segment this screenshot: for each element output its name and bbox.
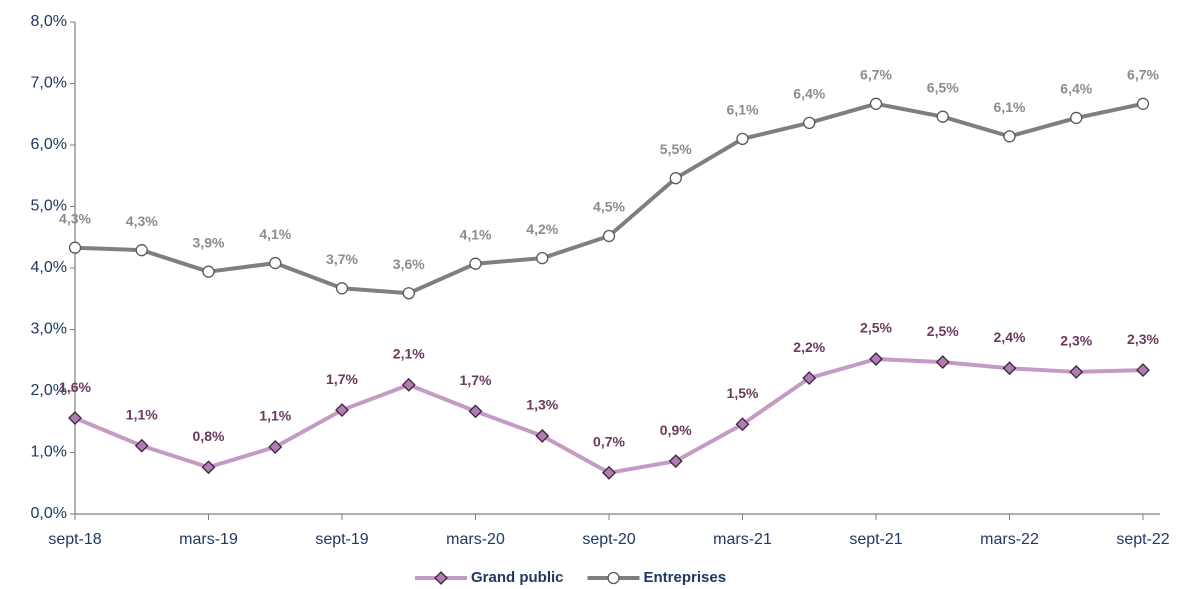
marker xyxy=(202,265,215,278)
marker xyxy=(1136,97,1150,110)
value-label: 1,7% xyxy=(326,371,358,387)
legend-item: Grand public xyxy=(415,569,564,586)
x-tick-label: sept-21 xyxy=(849,531,902,548)
marker xyxy=(468,404,483,419)
marker xyxy=(1003,130,1016,143)
y-tick-label: 1,0% xyxy=(31,444,67,461)
marker xyxy=(735,417,750,432)
marker xyxy=(869,97,883,110)
x-tick-label: sept-20 xyxy=(582,531,635,548)
marker xyxy=(936,110,949,123)
value-label: 1,6% xyxy=(59,379,91,395)
marker xyxy=(602,465,616,480)
value-label: 2,5% xyxy=(860,320,892,336)
value-label: 0,8% xyxy=(193,428,225,444)
marker xyxy=(935,355,950,370)
y-tick-label: 4,0% xyxy=(31,259,67,276)
marker xyxy=(268,440,283,454)
value-label: 6,5% xyxy=(927,79,959,95)
x-tick-label: mars-19 xyxy=(179,531,238,548)
marker xyxy=(869,352,883,366)
marker xyxy=(434,571,448,585)
marker xyxy=(469,257,482,270)
x-tick-label: sept-19 xyxy=(315,531,368,548)
x-tick-label: mars-20 xyxy=(446,531,505,548)
value-label: 1,1% xyxy=(126,406,158,422)
marker xyxy=(803,116,816,130)
marker xyxy=(135,244,148,257)
value-label: 6,7% xyxy=(1127,66,1159,82)
value-label: 3,6% xyxy=(393,256,425,272)
marker xyxy=(68,241,82,254)
value-label: 5,5% xyxy=(660,141,692,157)
marker xyxy=(1069,365,1084,379)
marker xyxy=(736,132,749,146)
value-label: 4,2% xyxy=(526,221,558,237)
value-label: 4,3% xyxy=(59,210,91,226)
value-label: 3,7% xyxy=(326,251,358,267)
value-label: 6,1% xyxy=(994,99,1026,115)
value-label: 6,4% xyxy=(1060,81,1092,97)
y-tick-label: 5,0% xyxy=(31,198,67,215)
marker xyxy=(669,172,682,185)
marker xyxy=(668,454,683,469)
legend-item: Entreprises xyxy=(587,569,727,586)
y-tick-label: 3,0% xyxy=(31,321,67,338)
marker xyxy=(607,571,620,585)
marker xyxy=(401,377,416,392)
marker xyxy=(335,403,349,417)
y-tick-label: 8,0% xyxy=(31,13,67,30)
marker xyxy=(1136,363,1150,378)
series-line xyxy=(74,357,1144,475)
value-label: 1,3% xyxy=(526,397,558,413)
marker xyxy=(402,287,415,300)
value-label: 6,4% xyxy=(793,86,825,102)
value-label: 2,3% xyxy=(1060,333,1092,349)
marker xyxy=(602,229,616,243)
value-label: 3,9% xyxy=(193,234,225,250)
value-label: 0,9% xyxy=(660,422,692,438)
value-label: 2,3% xyxy=(1127,331,1159,347)
marker xyxy=(269,256,282,270)
x-tick-label: mars-21 xyxy=(713,531,772,548)
value-label: 4,3% xyxy=(126,213,158,229)
value-label: 1,1% xyxy=(259,408,291,424)
legend-label: Grand public xyxy=(471,569,564,586)
y-tick-label: 0,0% xyxy=(31,505,67,522)
value-label: 0,7% xyxy=(593,433,625,449)
marker xyxy=(335,282,349,295)
marker xyxy=(1002,361,1017,376)
marker xyxy=(134,438,149,453)
value-label: 6,7% xyxy=(860,66,892,82)
x-tick-label: sept-18 xyxy=(48,531,101,548)
x-tick-label: mars-22 xyxy=(980,531,1039,548)
value-label: 1,5% xyxy=(727,385,759,401)
legend-label: Entreprises xyxy=(644,569,727,586)
marker xyxy=(535,428,550,443)
value-label: 2,1% xyxy=(393,346,425,362)
marker xyxy=(201,460,216,475)
y-tick-label: 6,0% xyxy=(31,136,67,153)
marker xyxy=(802,371,817,386)
y-tick-label: 2,0% xyxy=(31,382,67,399)
y-tick-label: 7,0% xyxy=(31,75,67,92)
value-label: 6,1% xyxy=(727,102,759,118)
value-label: 1,7% xyxy=(460,372,492,388)
marker xyxy=(536,252,549,265)
value-label: 2,5% xyxy=(927,323,959,339)
value-label: 4,1% xyxy=(460,226,492,242)
value-label: 2,2% xyxy=(793,339,825,355)
marker xyxy=(1070,111,1083,125)
value-label: 4,5% xyxy=(593,199,625,215)
marker xyxy=(68,411,82,425)
value-label: 4,1% xyxy=(259,226,291,242)
value-label: 2,4% xyxy=(994,329,1026,345)
x-tick-label: sept-22 xyxy=(1116,531,1169,548)
